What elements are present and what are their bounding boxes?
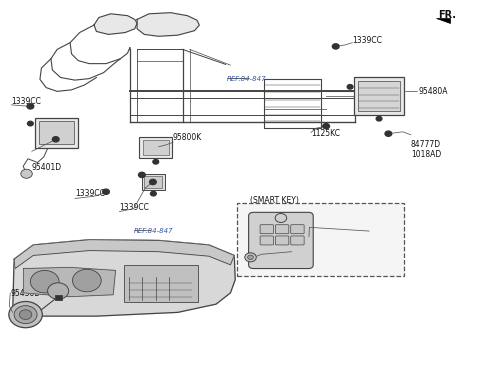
FancyBboxPatch shape	[39, 121, 74, 144]
Polygon shape	[24, 267, 116, 297]
FancyBboxPatch shape	[35, 118, 78, 147]
Text: REF.84-847: REF.84-847	[134, 228, 173, 234]
Polygon shape	[436, 18, 450, 23]
Text: 95440K: 95440K	[369, 227, 398, 236]
Polygon shape	[12, 240, 235, 316]
Text: 95401D: 95401D	[32, 162, 62, 171]
Text: 84777D
1018AD: 84777D 1018AD	[411, 140, 441, 159]
FancyBboxPatch shape	[354, 77, 404, 115]
Polygon shape	[94, 14, 137, 35]
FancyBboxPatch shape	[291, 225, 304, 234]
Circle shape	[9, 302, 42, 328]
FancyBboxPatch shape	[55, 295, 62, 300]
Circle shape	[27, 121, 33, 126]
Text: 1339CC: 1339CC	[75, 190, 105, 199]
Text: (SMART KEY): (SMART KEY)	[250, 196, 299, 205]
Text: 1339CC: 1339CC	[352, 35, 383, 44]
FancyBboxPatch shape	[142, 174, 165, 190]
Circle shape	[72, 269, 101, 292]
FancyBboxPatch shape	[237, 203, 404, 276]
Text: 95430D: 95430D	[10, 289, 40, 298]
Circle shape	[14, 306, 37, 324]
Circle shape	[27, 104, 34, 109]
FancyBboxPatch shape	[260, 225, 274, 234]
Circle shape	[21, 169, 32, 178]
FancyBboxPatch shape	[249, 212, 313, 268]
Text: 1125KC: 1125KC	[311, 129, 340, 138]
FancyBboxPatch shape	[291, 236, 304, 245]
FancyBboxPatch shape	[144, 176, 162, 188]
Text: REF.84-847: REF.84-847	[227, 76, 266, 82]
Circle shape	[248, 255, 253, 259]
Circle shape	[48, 283, 69, 299]
Circle shape	[52, 137, 59, 142]
Text: 1339CC: 1339CC	[120, 203, 149, 212]
FancyBboxPatch shape	[358, 81, 400, 111]
Circle shape	[332, 44, 339, 49]
Circle shape	[103, 189, 109, 194]
FancyBboxPatch shape	[276, 225, 289, 234]
Circle shape	[19, 310, 32, 320]
Circle shape	[245, 253, 256, 262]
FancyBboxPatch shape	[276, 236, 289, 245]
Circle shape	[153, 159, 158, 164]
Polygon shape	[137, 13, 199, 36]
FancyBboxPatch shape	[143, 140, 168, 155]
Circle shape	[151, 191, 156, 196]
Circle shape	[323, 124, 329, 129]
Circle shape	[376, 117, 382, 121]
Text: 95413A: 95413A	[292, 248, 321, 257]
Circle shape	[139, 172, 145, 177]
FancyBboxPatch shape	[124, 265, 198, 302]
FancyBboxPatch shape	[260, 236, 274, 245]
Text: 95800K: 95800K	[173, 133, 202, 142]
Circle shape	[150, 179, 156, 185]
Text: 95480A: 95480A	[418, 87, 447, 96]
Text: FR.: FR.	[438, 10, 456, 20]
Text: 1339CC: 1339CC	[11, 97, 41, 106]
FancyBboxPatch shape	[140, 137, 172, 158]
Circle shape	[385, 131, 392, 136]
Circle shape	[30, 270, 59, 293]
Circle shape	[347, 85, 353, 89]
Polygon shape	[14, 240, 234, 268]
